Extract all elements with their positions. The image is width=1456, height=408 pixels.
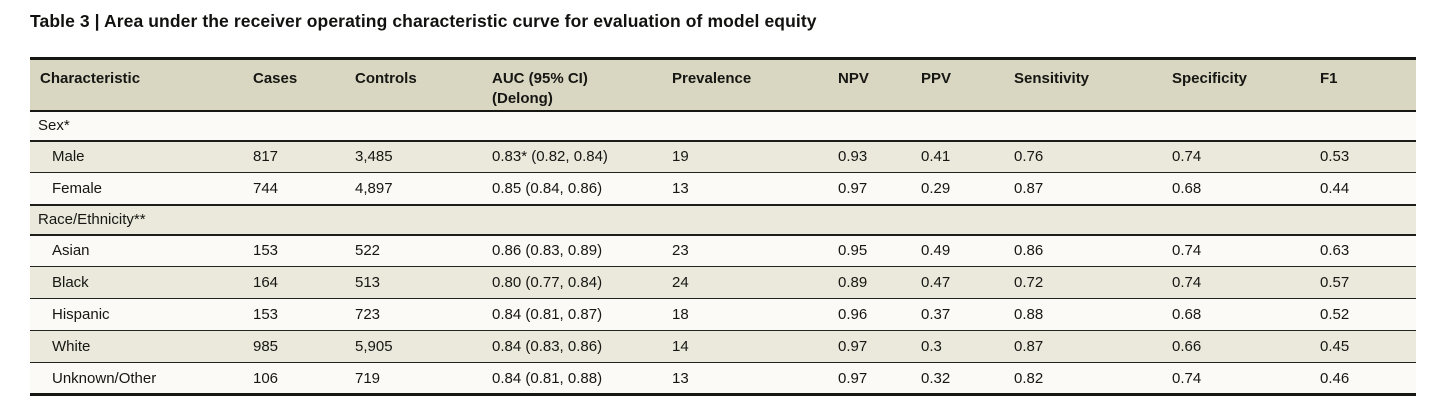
table-cell: 0.97 [828, 330, 911, 363]
row-label: Black [30, 266, 243, 299]
row-label: Hispanic [30, 298, 243, 331]
table-cell: 13 [662, 172, 828, 205]
row-label: White [30, 330, 243, 363]
table-row-unknown-other: Unknown/Other 106 719 0.84 (0.81, 0.88) … [30, 362, 1416, 395]
table-cell: 744 [243, 172, 345, 205]
table-cell: 23 [662, 234, 828, 267]
table-cell: 0.72 [1004, 266, 1162, 299]
column-header-auc-line1: AUC (95% CI) [492, 70, 588, 87]
table-cell: 24 [662, 266, 828, 299]
table-cell: 0.3 [911, 330, 1004, 363]
table-cell: 522 [345, 234, 482, 267]
row-label: Asian [30, 234, 243, 267]
table-cell: 0.82 [1004, 362, 1162, 395]
section-row-sex: Sex* [30, 109, 1416, 142]
table-cell: 985 [243, 330, 345, 363]
table-cell: 0.80 (0.77, 0.84) [482, 266, 662, 299]
table-cell: 0.52 [1310, 298, 1416, 331]
table-cell: 0.32 [911, 362, 1004, 395]
table-cell: 0.49 [911, 234, 1004, 267]
table-row-white: White 985 5,905 0.84 (0.83, 0.86) 14 0.9… [30, 330, 1416, 363]
table-row-black: Black 164 513 0.80 (0.77, 0.84) 24 0.89 … [30, 266, 1416, 299]
table-cell: 0.76 [1004, 140, 1162, 173]
table-cell: 0.44 [1310, 172, 1416, 205]
table-cell: 0.74 [1162, 362, 1310, 395]
row-label: Male [30, 140, 243, 173]
table-cell: 0.66 [1162, 330, 1310, 363]
column-header-specificity: Specificity [1162, 58, 1310, 112]
table-cell: 19 [662, 140, 828, 173]
table-cell: 817 [243, 140, 345, 173]
table-cell: 719 [345, 362, 482, 395]
table-cell: 0.86 [1004, 234, 1162, 267]
table-row-male: Male 817 3,485 0.83* (0.82, 0.84) 19 0.9… [30, 140, 1416, 173]
table-cell: 0.93 [828, 140, 911, 173]
column-header-prevalence: Prevalence [662, 58, 828, 112]
table-cell: 0.74 [1162, 234, 1310, 267]
table-cell: 0.68 [1162, 172, 1310, 205]
table-cell: 0.84 (0.83, 0.86) [482, 330, 662, 363]
column-header-auc: AUC (95% CI) (Delong) [482, 58, 662, 112]
table-cell: 0.68 [1162, 298, 1310, 331]
column-header-characteristic: Characteristic [30, 58, 243, 112]
table-cell: 0.41 [911, 140, 1004, 173]
table-cell: 0.95 [828, 234, 911, 267]
table-cell: 14 [662, 330, 828, 363]
table-cell: 0.97 [828, 362, 911, 395]
table-cell: 164 [243, 266, 345, 299]
table-cell: 0.85 (0.84, 0.86) [482, 172, 662, 205]
table-cell: 0.84 (0.81, 0.88) [482, 362, 662, 395]
table-cell: 13 [662, 362, 828, 395]
table-cell: 106 [243, 362, 345, 395]
table-row-asian: Asian 153 522 0.86 (0.83, 0.89) 23 0.95 … [30, 234, 1416, 267]
section-row-race-ethnicity: Race/Ethnicity** [30, 203, 1416, 236]
table-cell: 0.63 [1310, 234, 1416, 267]
row-label: Unknown/Other [30, 362, 243, 395]
table-row-female: Female 744 4,897 0.85 (0.84, 0.86) 13 0.… [30, 172, 1416, 205]
table-cell: 0.83* (0.82, 0.84) [482, 140, 662, 173]
table-cell: 0.46 [1310, 362, 1416, 395]
table-cell: 0.86 (0.83, 0.89) [482, 234, 662, 267]
column-header-ppv: PPV [911, 58, 1004, 112]
table-cell: 0.74 [1162, 140, 1310, 173]
table-cell: 153 [243, 234, 345, 267]
column-header-auc-line2: (Delong) [492, 90, 553, 108]
table-cell: 0.87 [1004, 330, 1162, 363]
table-cell: 513 [345, 266, 482, 299]
section-label: Sex* [30, 109, 1416, 142]
table-cell: 0.37 [911, 298, 1004, 331]
table-row-hispanic: Hispanic 153 723 0.84 (0.81, 0.87) 18 0.… [30, 298, 1416, 331]
table-cell: 0.87 [1004, 172, 1162, 205]
column-header-f1: F1 [1310, 58, 1416, 112]
table-cell: 0.88 [1004, 298, 1162, 331]
table-cell: 0.53 [1310, 140, 1416, 173]
column-header-controls: Controls [345, 58, 482, 112]
table-cell: 0.96 [828, 298, 911, 331]
table-header-row: Characteristic Cases Controls AUC (95% C… [30, 58, 1416, 112]
table-cell: 5,905 [345, 330, 482, 363]
table-cell: 18 [662, 298, 828, 331]
table-cell: 3,485 [345, 140, 482, 173]
section-label: Race/Ethnicity** [30, 203, 1416, 236]
column-header-cases: Cases [243, 58, 345, 112]
table-cell: 0.89 [828, 266, 911, 299]
table-cell: 0.84 (0.81, 0.87) [482, 298, 662, 331]
table-cell: 0.97 [828, 172, 911, 205]
table-cell: 0.47 [911, 266, 1004, 299]
table-cell: 0.57 [1310, 266, 1416, 299]
table-cell: 153 [243, 298, 345, 331]
model-equity-table: Characteristic Cases Controls AUC (95% C… [30, 57, 1416, 396]
row-label: Female [30, 172, 243, 205]
table-cell: 0.29 [911, 172, 1004, 205]
table-cell: 4,897 [345, 172, 482, 205]
column-header-npv: NPV [828, 58, 911, 112]
column-header-sensitivity: Sensitivity [1004, 58, 1162, 112]
table-cell: 0.45 [1310, 330, 1416, 363]
table-title: Table 3 | Area under the receiver operat… [30, 11, 817, 31]
table-cell: 0.74 [1162, 266, 1310, 299]
table-cell: 723 [345, 298, 482, 331]
